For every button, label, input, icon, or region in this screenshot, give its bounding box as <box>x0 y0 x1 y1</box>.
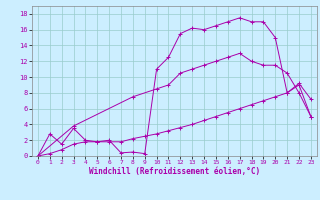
X-axis label: Windchill (Refroidissement éolien,°C): Windchill (Refroidissement éolien,°C) <box>89 167 260 176</box>
